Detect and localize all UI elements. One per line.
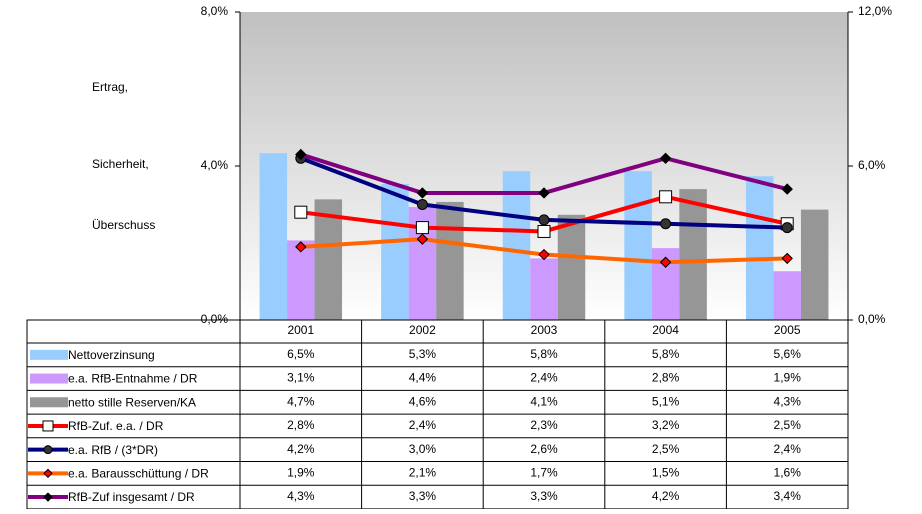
marker: [416, 187, 429, 199]
table-cell: 1,7%: [530, 466, 558, 480]
bar: [502, 171, 531, 320]
table-cell: 2,1%: [409, 466, 437, 480]
marker: [295, 148, 307, 161]
y-axis-title: Sicherheit,: [92, 157, 149, 171]
y-axis-title: Überschuss: [92, 218, 155, 232]
y-tick-label: 0,0%: [201, 312, 229, 326]
legend-label: netto stille Reserven/KA: [68, 395, 196, 409]
legend-marker: [42, 420, 54, 432]
table-cell: 4,4%: [409, 371, 437, 385]
y2-tick-label: 12,0%: [858, 4, 892, 18]
table-cell: 3,4%: [774, 489, 802, 503]
marker: [537, 224, 551, 238]
marker: [781, 252, 793, 265]
table-cell: 3,1%: [287, 371, 315, 385]
bar: [436, 201, 464, 320]
table-cell: 5,1%: [652, 394, 680, 408]
table-cell: 1,9%: [287, 466, 315, 480]
marker: [416, 233, 429, 245]
table-cell: 4,7%: [287, 394, 315, 408]
table-cell: 5,8%: [652, 347, 680, 361]
bar: [800, 209, 829, 320]
legend-label: RfB-Zuf. e.a. / DR: [68, 419, 164, 433]
legend-swatch: [30, 349, 68, 360]
bar: [381, 183, 409, 320]
marker: [781, 222, 793, 234]
legend-marker: [43, 445, 53, 455]
bar: [773, 271, 801, 320]
marker: [659, 190, 673, 204]
marker: [294, 205, 308, 219]
x-tick-label: 2003: [531, 323, 558, 337]
table-cell: 5,8%: [530, 347, 558, 361]
table-cell: 3,0%: [409, 442, 437, 456]
legend-swatch: [30, 373, 68, 384]
bar: [745, 176, 774, 320]
table-cell: 3,3%: [530, 489, 558, 503]
x-tick-label: 2004: [652, 323, 679, 337]
table-cell: 2,8%: [287, 418, 315, 432]
bar: [530, 258, 558, 320]
legend-label: e.a. Barausschüttung / DR: [68, 467, 209, 481]
table-cell: 5,3%: [409, 347, 437, 361]
table-cell: 2,4%: [774, 442, 802, 456]
y2-tick-label: 6,0%: [858, 158, 886, 172]
marker: [415, 221, 429, 235]
table-cell: 5,6%: [774, 347, 802, 361]
legend-swatch: [30, 397, 68, 408]
table-cell: 2,5%: [652, 442, 680, 456]
table-cell: 2,4%: [530, 371, 558, 385]
legend-label: Nettoverzinsung: [68, 348, 155, 362]
table-cell: 1,5%: [652, 466, 680, 480]
table-cell: 4,2%: [652, 489, 680, 503]
marker: [538, 248, 550, 261]
y-tick-label: 4,0%: [201, 158, 229, 172]
table-cell: 2,8%: [652, 371, 680, 385]
y2-tick-label: 0,0%: [858, 312, 886, 326]
x-tick-label: 2001: [287, 323, 314, 337]
bar: [287, 240, 315, 320]
table-cell: 2,3%: [530, 418, 558, 432]
table-cell: 3,2%: [652, 418, 680, 432]
marker: [659, 256, 672, 268]
y-axis-title: Ertrag,: [92, 80, 128, 94]
legend-marker: [43, 492, 53, 502]
legend-label: RfB-Zuf insgesamt / DR: [68, 490, 195, 504]
marker: [660, 218, 672, 230]
x-tick-label: 2005: [774, 323, 801, 337]
marker: [659, 152, 672, 165]
bar: [679, 189, 707, 320]
table-cell: 3,3%: [409, 489, 437, 503]
x-tick-label: 2002: [409, 323, 436, 337]
table-cell: 2,5%: [774, 418, 802, 432]
bar: [314, 199, 343, 320]
bar: [624, 171, 652, 320]
table-cell: 4,6%: [409, 394, 437, 408]
marker: [416, 199, 428, 210]
table-cell: 2,4%: [409, 418, 437, 432]
bar: [259, 153, 288, 320]
legend-label: e.a. RfB / (3*DR): [68, 443, 158, 457]
table-cell: 6,5%: [287, 347, 315, 361]
marker: [538, 214, 550, 226]
marker: [295, 241, 307, 253]
bar: [557, 214, 586, 320]
table-cell: 4,3%: [287, 489, 315, 503]
table-cell: 1,6%: [774, 466, 802, 480]
y-tick-label: 8,0%: [201, 4, 229, 18]
marker: [781, 183, 793, 195]
legend-label: e.a. RfB-Entnahme / DR: [68, 372, 198, 386]
table-cell: 4,3%: [774, 394, 802, 408]
table-cell: 4,2%: [287, 442, 315, 456]
table-cell: 2,6%: [530, 442, 558, 456]
marker: [538, 187, 550, 199]
legend-marker: [43, 468, 53, 479]
table-cell: 4,1%: [530, 394, 558, 408]
table-cell: 1,9%: [774, 371, 802, 385]
